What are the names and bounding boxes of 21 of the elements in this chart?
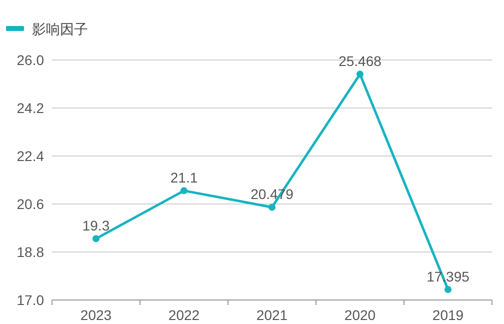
x-tick-label: 2022 (168, 307, 200, 323)
point (92, 235, 100, 242)
point (356, 70, 364, 78)
y-tick-label: 17.0 (16, 292, 44, 308)
data-label: 21.1 (170, 170, 198, 186)
legend-label: 影响因子 (32, 21, 88, 37)
legend: 影响因子 (6, 21, 88, 37)
point (444, 286, 452, 293)
point (180, 187, 188, 194)
y-tick-label: 18.8 (16, 244, 44, 260)
data-label: 19.3 (82, 218, 110, 234)
y-tick-label: 26.0 (16, 52, 44, 68)
y-tick-label: 20.6 (16, 196, 44, 212)
x-tick-label: 2019 (432, 307, 464, 323)
point (268, 204, 276, 211)
data-label: 25.468 (338, 53, 382, 70)
x-tick-label: 2020 (344, 307, 376, 323)
y-tick-label: 24.2 (16, 100, 44, 116)
x-tick-label: 2021 (256, 307, 288, 323)
x-tick-label: 2023 (80, 307, 112, 323)
y-tick-label: 22.4 (16, 148, 44, 164)
